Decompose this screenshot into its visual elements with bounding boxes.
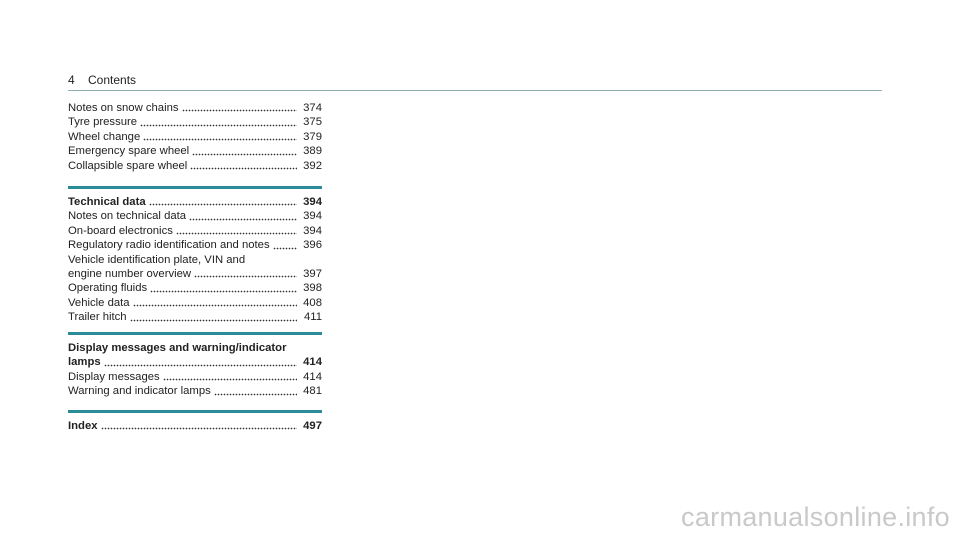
page-ref: 394 — [303, 224, 322, 237]
page-ref: 392 — [303, 159, 322, 172]
entry-label: Display messages — [68, 370, 160, 383]
page-ref: 408 — [303, 296, 322, 309]
page-ref: 394 — [303, 196, 322, 208]
entry-row: Notes on technical data 394 — [68, 209, 322, 223]
heading-label: lamps — [68, 356, 101, 369]
page-ref: 397 — [303, 268, 322, 281]
entry-label: Wheel change — [68, 130, 141, 143]
dot-leader — [100, 422, 297, 431]
dot-leader — [272, 241, 297, 250]
page-ref: 375 — [303, 116, 322, 129]
entry-label: Operating fluids — [68, 282, 148, 295]
watermark: carmanualsonline.info — [681, 502, 950, 532]
dot-leader — [189, 212, 297, 221]
entry-label: engine number overview — [68, 268, 192, 281]
dot-leader — [190, 162, 297, 171]
page-ref: 497 — [303, 420, 322, 432]
entry-row: Display messages 414 — [68, 370, 322, 384]
dot-leader — [140, 118, 297, 127]
page-ref: 414 — [303, 356, 322, 369]
entry-row: Trailer hitch 411 — [68, 310, 322, 324]
page-ref: 379 — [303, 130, 322, 143]
heading-row: Technical data 394 — [68, 195, 322, 209]
toc-group: Technical data 394 Notes on technical data… — [68, 186, 322, 325]
page-ref: 394 — [303, 210, 322, 223]
dot-leader — [143, 133, 297, 142]
page-ref: 396 — [303, 239, 322, 252]
entry-label: Vehicle data — [68, 296, 130, 309]
heading-row: Index 497 — [68, 419, 322, 433]
entry-row: Collapsible spare wheel 392 — [68, 159, 322, 173]
page-title: Contents — [88, 73, 137, 87]
dot-leader — [150, 284, 297, 293]
heading-label: Technical data — [68, 196, 146, 208]
heading-row: Display messages and warning/indicator — [68, 341, 322, 355]
page-ref: 481 — [303, 385, 322, 398]
section-rule — [68, 186, 322, 189]
dot-leader — [181, 104, 297, 113]
entry-row: Wheel change 379 — [68, 130, 322, 144]
page-ref: 374 — [303, 102, 322, 114]
heading-label: Index — [68, 420, 98, 432]
entry-row: On-board electronics 394 — [68, 224, 322, 238]
dot-leader — [194, 270, 297, 279]
dot-leader — [129, 313, 297, 322]
dot-leader — [213, 387, 297, 396]
entry-row: Notes on snow chains 374 — [68, 101, 322, 115]
entry-label: Trailer hitch — [68, 311, 127, 324]
entry-row: Vehicle identification plate, VIN and — [68, 253, 322, 267]
page-number: 4 — [68, 73, 75, 87]
dot-leader — [148, 198, 297, 207]
header-rule — [68, 90, 882, 91]
dot-leader — [192, 147, 297, 156]
dot-leader — [162, 373, 297, 382]
entry-row: Emergency spare wheel 389 — [68, 144, 322, 158]
entry-label: Vehicle identification plate, VIN and — [68, 253, 246, 266]
toc-group: Notes on snow chains 374 Tyre pressure 375 W… — [68, 101, 322, 173]
heading-row: lamps 414 — [68, 355, 322, 369]
entry-label: Tyre pressure — [68, 116, 138, 129]
section-rule — [68, 410, 322, 413]
page-ref: 398 — [303, 282, 322, 295]
entry-row: Tyre pressure 375 — [68, 115, 322, 129]
entry-row: Operating fluids 398 — [68, 281, 322, 295]
toc-group: Index 497 — [68, 410, 322, 433]
toc-group: Display messages and warning/indicator la… — [68, 332, 322, 399]
page-ref: 389 — [303, 145, 322, 158]
entry-label: Emergency spare wheel — [68, 145, 190, 158]
entry-label: Notes on technical data — [68, 210, 187, 223]
heading-label: Display messages and warning/indicator — [68, 342, 287, 354]
dot-leader — [132, 299, 297, 308]
dot-leader — [175, 227, 297, 236]
page-ref: 411 — [303, 311, 322, 324]
section-rule — [68, 332, 322, 335]
entry-label: Notes on snow chains — [68, 102, 179, 114]
entry-label: Collapsible spare wheel — [68, 159, 188, 172]
entry-row: Vehicle data 408 — [68, 296, 322, 310]
entry-row: Warning and indicator lamps 481 — [68, 384, 322, 398]
entry-row: engine number overview 397 — [68, 267, 322, 281]
entry-label: Regulatory radio identification and note… — [68, 239, 270, 252]
dot-leader — [103, 358, 297, 367]
entry-row: Regulatory radio identification and note… — [68, 238, 322, 252]
page-ref: 414 — [303, 370, 322, 383]
entry-label: On-board electronics — [68, 224, 173, 237]
entry-label: Warning and indicator lamps — [68, 385, 211, 398]
